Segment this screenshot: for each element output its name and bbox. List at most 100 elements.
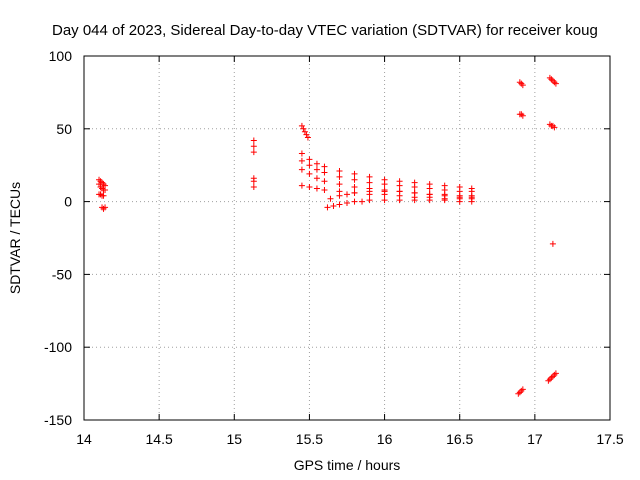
data-point: [327, 195, 334, 202]
data-point: [351, 198, 358, 205]
data-point: [313, 166, 320, 173]
x-tick-label: 17.5: [596, 431, 623, 447]
series-cluster-17.1-low: [545, 370, 559, 384]
data-point: [468, 194, 475, 201]
series-arc-6: [327, 188, 475, 202]
chart-title: Day 044 of 2023, Sidereal Day-to-day VTE…: [52, 22, 598, 39]
data-point: [366, 197, 373, 204]
y-tick-label: 100: [49, 48, 73, 64]
series-cluster-15.13: [250, 137, 257, 191]
data-point: [411, 189, 418, 196]
y-tick-label: -100: [44, 339, 72, 355]
data-point: [359, 198, 366, 205]
data-point: [298, 157, 305, 164]
series-cluster-17.1-top: [546, 74, 559, 87]
x-tick-label: 14: [76, 431, 92, 447]
series-arc-5: [324, 197, 475, 211]
series-cluster-14.1-c: [96, 191, 107, 199]
data-point: [336, 201, 343, 208]
data-point: [100, 192, 107, 199]
data-point: [381, 197, 388, 204]
data-point: [552, 370, 559, 377]
axis-ticks: 14 14.5 15 15.5 16 16.5 17 17.5 -150 -100 -50 0 50 10…: [44, 48, 624, 447]
data-point: [102, 204, 109, 211]
data-point: [298, 150, 305, 157]
x-tick-label: 14.5: [146, 431, 173, 447]
data-point: [313, 160, 320, 167]
data-point: [411, 184, 418, 191]
x-tick-label: 17: [527, 431, 543, 447]
data-point: [344, 200, 350, 207]
series-cluster-14.1-b: [96, 181, 109, 193]
data-point: [396, 188, 403, 195]
data-point: [344, 191, 350, 198]
data-point: [306, 170, 313, 177]
y-tick-label: 0: [64, 194, 72, 210]
data-point: [330, 202, 337, 209]
x-tick-label: 16.5: [446, 431, 473, 447]
data-point: [306, 162, 313, 169]
x-tick-label: 15.5: [296, 431, 323, 447]
series-cluster-17.1-mid: [546, 121, 558, 131]
data-point: [552, 80, 559, 87]
x-axis-label: GPS time / hours: [294, 457, 401, 473]
data-point: [313, 185, 320, 192]
data-point: [321, 163, 328, 170]
data-point: [336, 168, 343, 175]
data-point: [351, 189, 358, 196]
grid-lines: [84, 56, 610, 420]
series-cluster-14.1-d: [99, 204, 109, 212]
data-point: [381, 188, 388, 195]
data-point: [250, 178, 257, 185]
plot-frame: [83, 55, 611, 421]
data-point: [298, 182, 305, 189]
data-point: [250, 137, 257, 144]
data-point: [298, 166, 305, 173]
data-point: [351, 184, 358, 191]
data-point: [519, 386, 526, 393]
series-cluster-16.9-top: [516, 79, 526, 89]
series-cluster-16.9-mid: [516, 111, 526, 119]
data-point: [366, 179, 373, 186]
data-point: [321, 186, 328, 193]
data-point: [102, 186, 109, 193]
data-point: [456, 194, 463, 201]
data-point: [336, 192, 343, 199]
data-point: [366, 188, 373, 195]
data-point: [549, 240, 556, 247]
series-arc-15.45-high: [298, 122, 311, 141]
data-point: [426, 197, 433, 204]
data-point: [313, 175, 320, 182]
data-point: [336, 173, 343, 180]
data-point: [366, 173, 373, 180]
data-point: [336, 181, 343, 188]
y-tick-label: -150: [44, 412, 72, 428]
data-point: [324, 204, 331, 211]
y-axis-label: SDTVAR / TECUs: [7, 182, 23, 294]
data-point: [250, 149, 257, 156]
y-tick-label: 50: [56, 121, 72, 137]
data-point: [441, 192, 448, 199]
data-point: [426, 185, 433, 192]
data-point: [426, 191, 433, 198]
data-point: [519, 112, 526, 119]
series-outlier-17.12: [549, 240, 556, 247]
data-point: [381, 181, 388, 188]
data-point: [250, 184, 257, 191]
data-point: [250, 143, 257, 150]
data-points: [96, 74, 559, 397]
data-point: [304, 134, 311, 141]
data-point: [396, 182, 403, 189]
data-point: [411, 197, 418, 204]
plot-area: [83, 55, 611, 421]
x-tick-label: 15: [226, 431, 242, 447]
data-point: [351, 176, 358, 183]
data-point: [321, 169, 328, 176]
data-point: [519, 82, 526, 89]
data-point: [306, 184, 313, 191]
y-tick-label: -50: [52, 266, 72, 282]
series-cluster-16.9-low: [515, 386, 526, 397]
data-point: [396, 197, 403, 204]
